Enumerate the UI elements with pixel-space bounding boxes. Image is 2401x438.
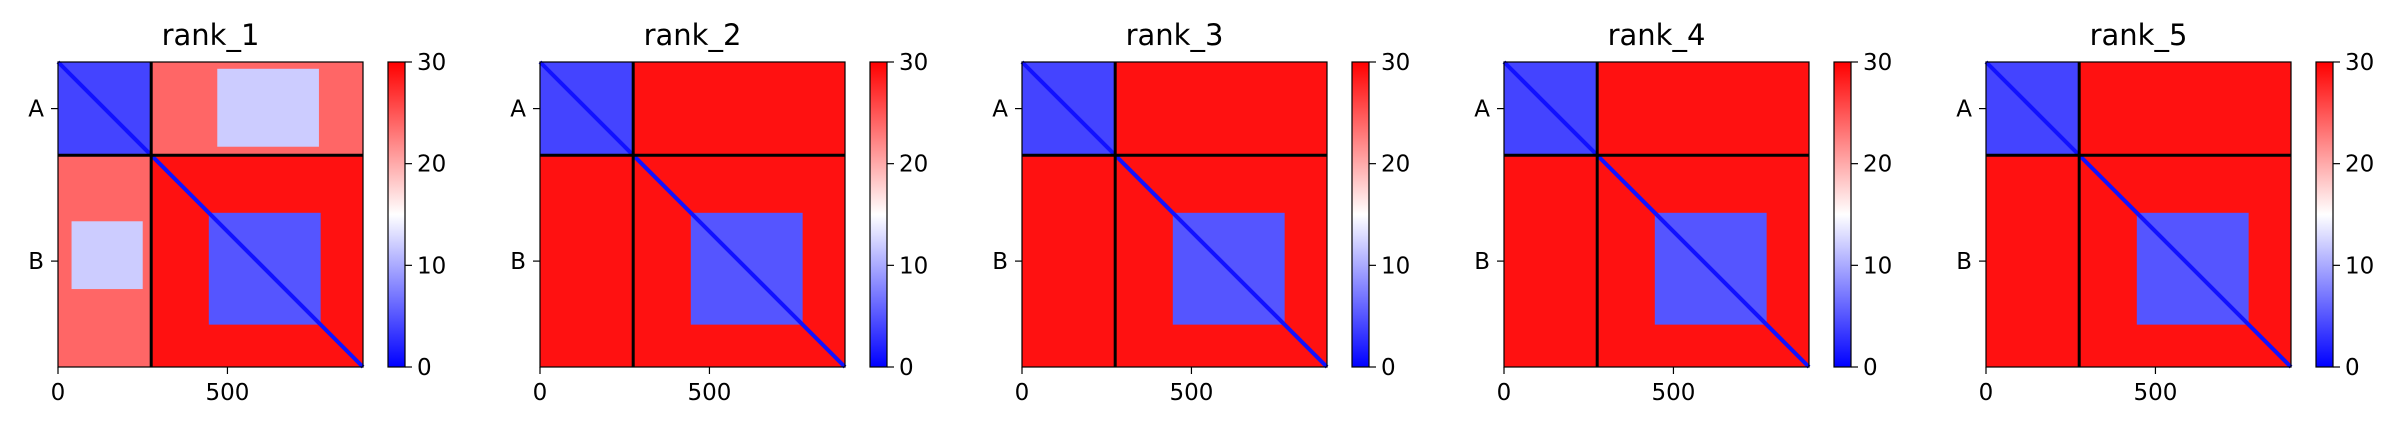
panel-title: rank_1 (162, 18, 260, 52)
heatmap (1984, 60, 2293, 369)
colorbar (1352, 62, 1369, 367)
colorbar (2316, 62, 2333, 367)
y-tick-label: B (992, 249, 1008, 275)
colorbar-tick-label: 30 (1381, 50, 1410, 76)
colorbar-frame (869, 61, 888, 368)
y-tick-label: A (1956, 97, 1972, 123)
colorbar-tick-label: 10 (1381, 253, 1410, 279)
colorbar-tick-label: 0 (1863, 355, 1878, 381)
panel-title: rank_3 (1126, 18, 1224, 52)
panel-title: rank_2 (644, 18, 742, 52)
y-tick-label: B (510, 249, 526, 275)
x-tick-label: 0 (51, 380, 66, 406)
cell-A-B-block (217, 68, 319, 147)
colorbar-tick-label: 20 (899, 152, 928, 178)
diagonal-band (1502, 60, 1811, 369)
cell-A-B (633, 62, 845, 156)
cell-B-A (540, 155, 634, 367)
colorbar-frame (387, 61, 406, 368)
colorbar-tick-label: 30 (417, 50, 446, 76)
colorbar-tick-label: 20 (417, 152, 446, 178)
panel-rank_3: rank_3 A B 0 500 0 10 20 30 (992, 18, 1410, 406)
x-tick-label: 500 (205, 380, 249, 406)
heatmap-frame (539, 61, 846, 368)
cell-A-B (1597, 62, 1809, 156)
y-tick-label: B (1956, 249, 1972, 275)
colorbar-frame (1351, 61, 1370, 368)
colorbar-tick-label: 20 (1381, 152, 1410, 178)
colorbar-frame (2315, 61, 2334, 368)
x-tick-label: 0 (1497, 380, 1512, 406)
colorbar-tick-label: 30 (1863, 50, 1892, 76)
x-tick-label: 0 (1015, 380, 1030, 406)
y-tick-label: B (28, 249, 44, 275)
heatmap (1502, 60, 1811, 369)
cell-B-A (1504, 155, 1598, 367)
heatmap-frame (57, 61, 364, 368)
colorbar-tick-label: 20 (2345, 152, 2374, 178)
colorbar-tick-label: 0 (2345, 355, 2360, 381)
y-tick-label: A (992, 97, 1008, 123)
colorbar-tick-label: 30 (899, 50, 928, 76)
heatmap-frame (1503, 61, 1810, 368)
diagonal-band (1984, 60, 2293, 369)
colorbar-tick-label: 30 (2345, 50, 2374, 76)
x-tick-label: 0 (1979, 380, 1994, 406)
colorbar-tick-label: 10 (2345, 253, 2374, 279)
colorbar (388, 62, 405, 367)
colorbar-tick-label: 0 (899, 355, 914, 381)
y-tick-label: B (1474, 249, 1490, 275)
x-tick-label: 500 (687, 380, 731, 406)
colorbar-tick-label: 10 (417, 253, 446, 279)
colorbar (870, 62, 887, 367)
x-tick-label: 500 (1169, 380, 1213, 406)
y-tick-label: A (510, 97, 526, 123)
panel-rank_5: rank_5 A B 0 500 0 10 20 30 (1956, 18, 2374, 406)
panel-title: rank_5 (2090, 18, 2188, 52)
heatmap-frame (1021, 61, 1328, 368)
cell-B-A-block (71, 221, 143, 290)
diagonal-band (538, 60, 847, 369)
colorbar (1834, 62, 1851, 367)
heatmap (1020, 60, 1329, 369)
colorbar-tick-label: 0 (417, 355, 432, 381)
y-tick-label: A (1474, 97, 1490, 123)
cell-A-B (2079, 62, 2291, 156)
cell-B-A (1022, 155, 1116, 367)
x-tick-label: 500 (1651, 380, 1695, 406)
cell-B-A (1986, 155, 2080, 367)
panel-rank_1: rank_1 A B 0 500 0 10 20 30 (28, 18, 446, 406)
diagonal-band (1020, 60, 1329, 369)
colorbar-tick-label: 20 (1863, 152, 1892, 178)
colorbar-tick-label: 10 (899, 253, 928, 279)
y-tick-label: A (28, 97, 44, 123)
panel-rank_2: rank_2 A B 0 500 0 10 20 30 (510, 18, 928, 406)
heatmap (538, 60, 847, 369)
diagonal-band (56, 60, 365, 369)
x-tick-label: 0 (533, 380, 548, 406)
panel-title: rank_4 (1608, 18, 1706, 52)
heatmap (56, 60, 365, 369)
heatmap-frame (1985, 61, 2292, 368)
colorbar-tick-label: 0 (1381, 355, 1396, 381)
panel-rank_4: rank_4 A B 0 500 0 10 20 30 (1474, 18, 1892, 406)
cell-A-B (1115, 62, 1327, 156)
colorbar-frame (1833, 61, 1852, 368)
colorbar-tick-label: 10 (1863, 253, 1892, 279)
x-tick-label: 500 (2133, 380, 2177, 406)
